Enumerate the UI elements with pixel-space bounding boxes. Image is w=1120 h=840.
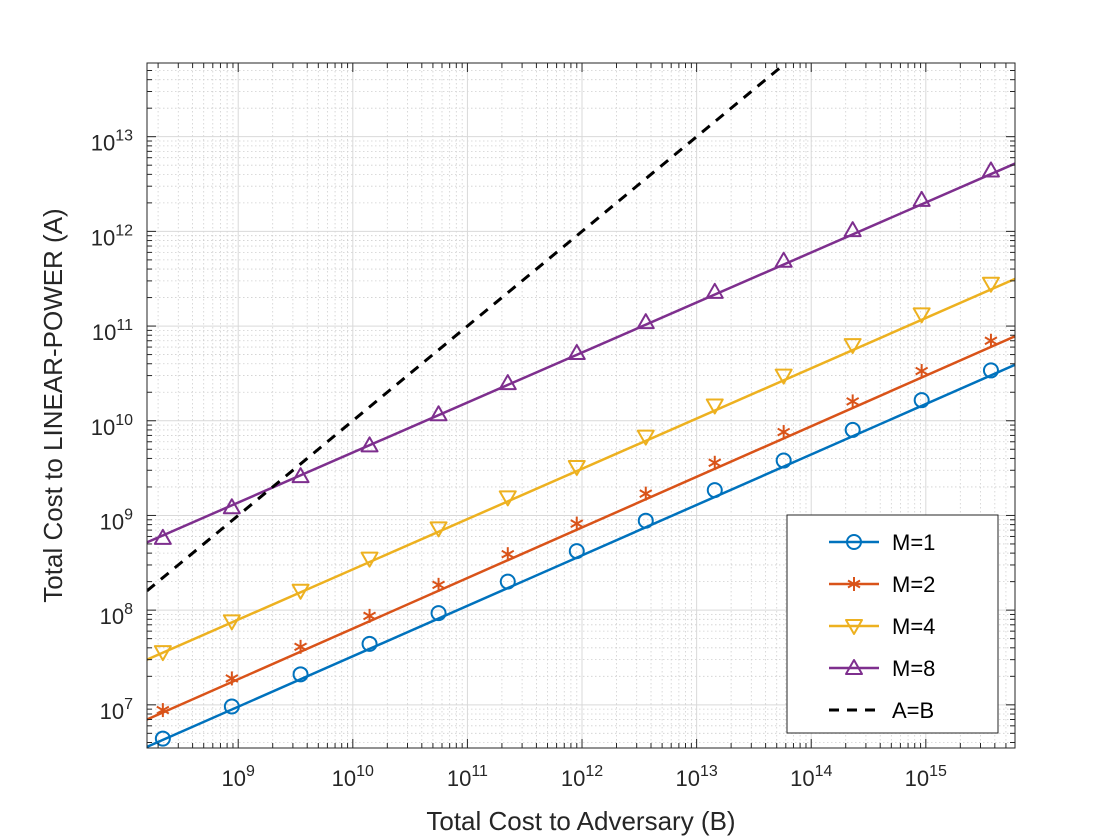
x-tick-label: 1012 bbox=[561, 763, 603, 791]
data-point-m-8 bbox=[912, 190, 931, 207]
data-point-m-1 bbox=[430, 605, 447, 622]
y-tick-label: 1011 bbox=[92, 317, 133, 345]
plot-frame bbox=[146, 62, 1016, 749]
data-point-m-8 bbox=[222, 498, 241, 515]
legend-entry-m-2: M=2 bbox=[829, 572, 935, 597]
series-line-m-2 bbox=[147, 335, 1015, 721]
data-point-m-8 bbox=[291, 467, 310, 484]
data-point-m-2 bbox=[984, 333, 998, 348]
legend-entry-a-b: A=B bbox=[829, 698, 934, 723]
data-point-m-1 bbox=[361, 635, 378, 652]
x-tick-label: 109 bbox=[222, 763, 255, 791]
data-point-m-8 bbox=[567, 343, 586, 360]
x-tick-label: 1014 bbox=[790, 763, 832, 791]
data-point-m-2 bbox=[915, 364, 929, 379]
axis-ticks bbox=[147, 63, 1015, 748]
data-point-m-4 bbox=[360, 551, 379, 568]
series-m-2 bbox=[147, 333, 1015, 721]
data-point-m-2 bbox=[294, 639, 308, 654]
data-point-m-8 bbox=[429, 405, 448, 422]
legend-marker-m-8 bbox=[845, 659, 863, 675]
data-point-m-8 bbox=[360, 436, 379, 453]
data-point-m-4 bbox=[912, 307, 931, 324]
data-point-m-4 bbox=[567, 459, 586, 476]
series-layer bbox=[147, 63, 1015, 748]
series-line-a-b bbox=[147, 63, 785, 592]
data-point-m-2 bbox=[846, 394, 860, 409]
data-point-m-2 bbox=[432, 577, 446, 592]
legend-box bbox=[786, 514, 999, 734]
data-point-m-8 bbox=[774, 251, 793, 268]
legend-label-m-1: M=1 bbox=[892, 530, 935, 555]
data-point-m-4 bbox=[153, 645, 172, 662]
data-point-m-4 bbox=[843, 338, 862, 355]
data-point-m-4 bbox=[429, 521, 448, 538]
y-tick-label: 107 bbox=[100, 696, 133, 724]
y-tick-label: 1013 bbox=[91, 128, 133, 156]
data-point-m-4 bbox=[222, 614, 241, 631]
legend-label-a-b: A=B bbox=[892, 698, 934, 723]
data-point-m-2 bbox=[156, 703, 170, 718]
y-tick-label: 109 bbox=[100, 506, 133, 534]
data-point-m-4 bbox=[498, 490, 517, 507]
data-point-m-1 bbox=[292, 666, 309, 683]
data-point-m-1 bbox=[775, 452, 792, 469]
data-point-m-8 bbox=[498, 374, 517, 391]
legend-marker-m-2 bbox=[847, 577, 861, 591]
legend-entry-m-8: M=8 bbox=[829, 656, 935, 681]
data-point-m-8 bbox=[636, 313, 655, 330]
series-m-1 bbox=[147, 362, 1015, 748]
x-tick-label: 1015 bbox=[905, 763, 947, 791]
data-point-m-2 bbox=[363, 608, 377, 623]
x-tick-label: 1013 bbox=[675, 763, 717, 791]
x-tick-label: 1010 bbox=[332, 763, 374, 791]
legend-marker-m-1 bbox=[846, 534, 862, 550]
y-tick-label: 108 bbox=[100, 601, 133, 629]
data-point-m-4 bbox=[291, 583, 310, 600]
data-point-m-4 bbox=[774, 368, 793, 385]
legend-entry-m-1: M=1 bbox=[829, 530, 935, 555]
data-point-m-1 bbox=[844, 421, 861, 438]
data-point-m-2 bbox=[225, 671, 239, 686]
x-axis-label: Total Cost to Adversary (B) bbox=[426, 806, 735, 836]
data-point-m-1 bbox=[982, 362, 999, 379]
data-point-m-1 bbox=[568, 543, 585, 560]
tick-labels: 109 1010 1011 1012 1013 1014 1015 107 108 109 1010… bbox=[91, 128, 947, 791]
data-point-m-4 bbox=[636, 429, 655, 446]
data-point-m-2 bbox=[639, 486, 653, 501]
data-point-m-1 bbox=[154, 730, 171, 747]
legend-marker-m-4 bbox=[845, 619, 863, 635]
data-point-m-1 bbox=[913, 392, 930, 409]
series-m-4 bbox=[147, 276, 1015, 662]
legend-label-m-8: M=8 bbox=[892, 656, 935, 681]
data-point-m-1 bbox=[637, 512, 654, 529]
data-point-m-2 bbox=[501, 547, 515, 562]
x-tick-label: 1011 bbox=[447, 763, 488, 791]
y-axis-label: Total Cost to LINEAR-POWER (A) bbox=[38, 208, 68, 602]
data-point-m-8 bbox=[153, 528, 172, 545]
legend-label-m-4: M=4 bbox=[892, 614, 935, 639]
data-point-m-2 bbox=[777, 425, 791, 440]
y-tick-label: 1012 bbox=[91, 222, 133, 250]
y-tick-label: 1010 bbox=[91, 412, 133, 440]
legend: M=1 M=2 M=4 M=8 A=B bbox=[786, 514, 999, 734]
data-point-m-2 bbox=[708, 455, 722, 470]
series-m-8 bbox=[147, 161, 1015, 545]
data-point-m-4 bbox=[705, 398, 724, 415]
data-point-m-8 bbox=[843, 221, 862, 238]
legend-label-m-2: M=2 bbox=[892, 572, 935, 597]
data-point-m-1 bbox=[223, 698, 240, 715]
data-point-m-8 bbox=[705, 282, 724, 299]
data-point-m-4 bbox=[981, 276, 1000, 293]
data-point-m-8 bbox=[981, 161, 1000, 178]
data-point-m-1 bbox=[706, 482, 723, 499]
series-a-b bbox=[147, 63, 785, 592]
legend-entry-m-4: M=4 bbox=[829, 614, 935, 639]
data-point-m-1 bbox=[499, 573, 516, 590]
data-point-m-2 bbox=[570, 516, 584, 531]
